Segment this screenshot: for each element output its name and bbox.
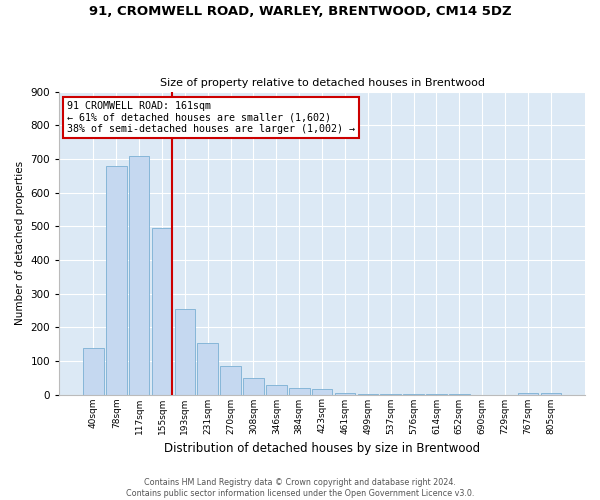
Bar — [312, 390, 332, 394]
Text: Contains HM Land Registry data © Crown copyright and database right 2024.
Contai: Contains HM Land Registry data © Crown c… — [126, 478, 474, 498]
Text: 91, CROMWELL ROAD, WARLEY, BRENTWOOD, CM14 5DZ: 91, CROMWELL ROAD, WARLEY, BRENTWOOD, CM… — [89, 5, 511, 18]
Bar — [541, 393, 561, 394]
Bar — [83, 348, 104, 395]
Title: Size of property relative to detached houses in Brentwood: Size of property relative to detached ho… — [160, 78, 485, 88]
Bar — [243, 378, 264, 394]
Bar — [175, 310, 195, 394]
Bar — [106, 166, 127, 394]
Bar — [266, 385, 287, 394]
Bar — [335, 393, 355, 394]
Bar — [518, 393, 538, 394]
Bar — [197, 343, 218, 394]
Bar — [289, 388, 310, 394]
Y-axis label: Number of detached properties: Number of detached properties — [15, 161, 25, 325]
Bar — [152, 228, 172, 394]
Bar — [129, 156, 149, 394]
X-axis label: Distribution of detached houses by size in Brentwood: Distribution of detached houses by size … — [164, 442, 480, 455]
Text: 91 CROMWELL ROAD: 161sqm
← 61% of detached houses are smaller (1,602)
38% of sem: 91 CROMWELL ROAD: 161sqm ← 61% of detach… — [67, 100, 355, 134]
Bar — [220, 366, 241, 394]
